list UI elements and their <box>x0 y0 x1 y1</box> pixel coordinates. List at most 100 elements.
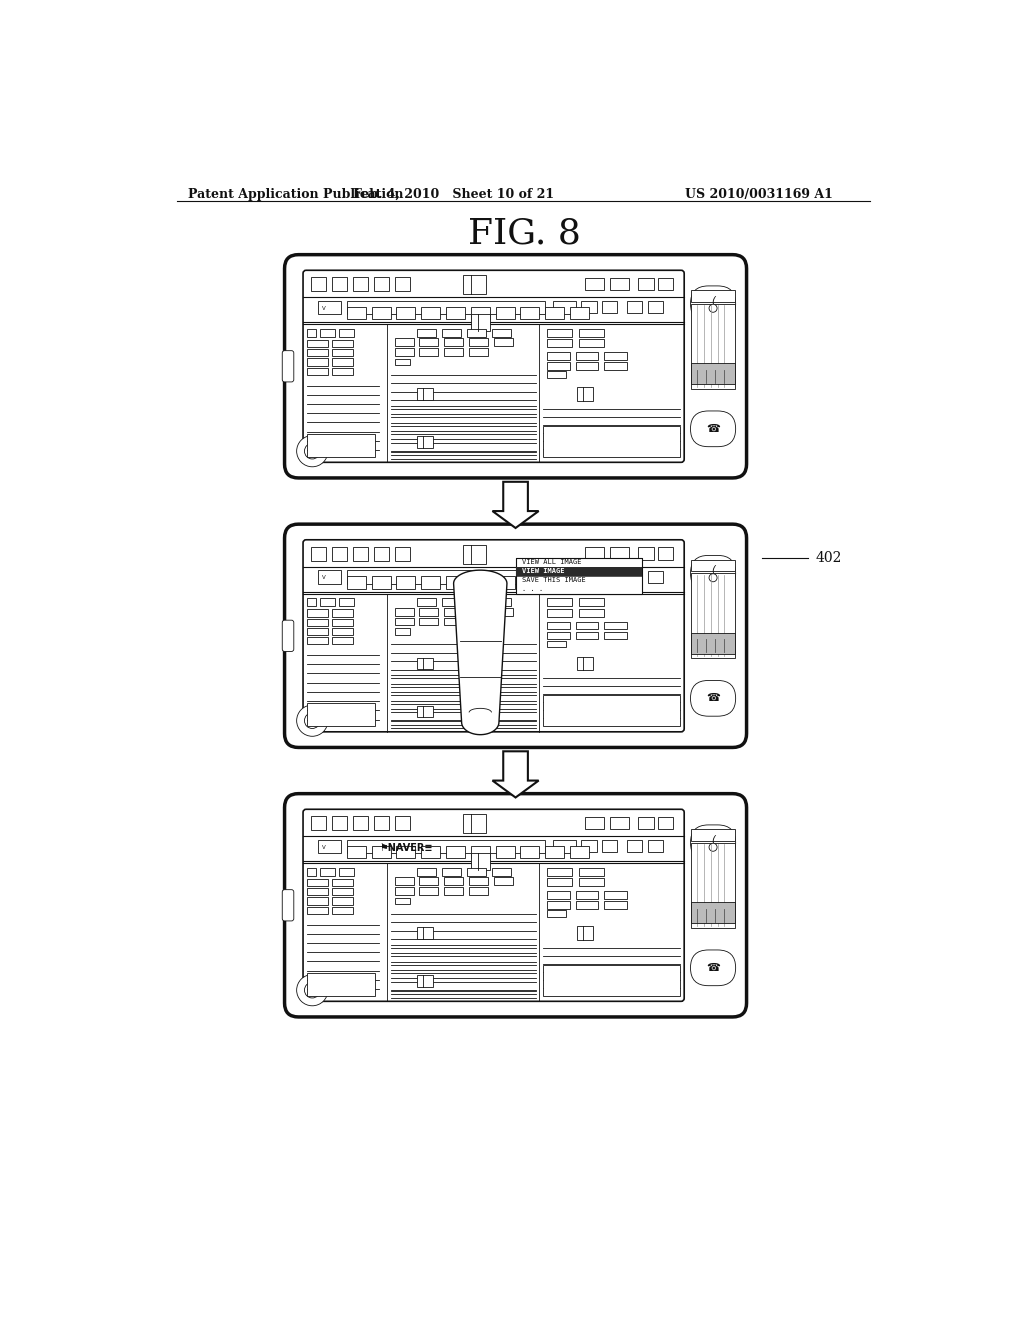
Bar <box>418 437 432 447</box>
Bar <box>496 577 515 589</box>
Bar <box>332 339 352 347</box>
Bar <box>585 279 604 290</box>
Bar <box>419 348 438 355</box>
Bar <box>310 816 326 830</box>
Bar <box>657 817 673 829</box>
Bar <box>307 704 376 726</box>
Bar <box>471 306 489 319</box>
Bar <box>471 314 489 331</box>
Bar <box>307 898 328 904</box>
Text: ☎: ☎ <box>707 424 720 434</box>
Bar <box>578 927 593 940</box>
Bar <box>648 841 664 853</box>
Bar <box>321 867 336 875</box>
Bar <box>657 548 673 560</box>
Bar <box>332 358 352 366</box>
Bar <box>310 277 326 292</box>
Bar <box>339 867 354 875</box>
Bar <box>347 306 366 319</box>
Bar <box>569 577 589 589</box>
Bar <box>374 546 389 561</box>
Bar <box>553 840 575 854</box>
Bar <box>444 887 463 895</box>
Bar <box>307 358 328 366</box>
Bar <box>347 301 545 314</box>
Bar <box>332 546 347 561</box>
Bar <box>421 306 440 319</box>
Bar <box>471 577 489 589</box>
FancyBboxPatch shape <box>285 793 746 1016</box>
Bar <box>352 277 368 292</box>
Text: FIG. 8: FIG. 8 <box>468 216 582 251</box>
Bar <box>547 891 569 899</box>
Bar <box>580 878 604 886</box>
Bar <box>543 696 680 726</box>
Bar <box>444 609 463 615</box>
Bar <box>553 570 575 583</box>
Bar <box>547 609 571 616</box>
Bar <box>580 598 604 606</box>
Text: Feb. 4, 2010   Sheet 10 of 21: Feb. 4, 2010 Sheet 10 of 21 <box>353 187 555 201</box>
Bar <box>648 570 664 583</box>
Bar <box>691 560 735 572</box>
Bar <box>332 348 352 356</box>
Bar <box>553 301 575 314</box>
Bar <box>545 577 564 589</box>
Bar <box>442 598 461 606</box>
Bar <box>547 640 566 647</box>
Bar <box>394 816 410 830</box>
Bar <box>547 878 571 886</box>
Bar <box>575 622 598 630</box>
Text: V: V <box>323 306 326 310</box>
Bar <box>657 279 673 290</box>
Bar <box>547 371 566 378</box>
Bar <box>321 329 336 337</box>
Bar <box>418 706 432 717</box>
Text: (: ( <box>712 834 715 845</box>
Text: ☎: ☎ <box>707 962 720 973</box>
Bar <box>307 329 316 337</box>
Circle shape <box>304 444 321 459</box>
Bar <box>418 388 432 400</box>
Text: V: V <box>323 576 326 581</box>
Bar <box>307 598 316 606</box>
Bar <box>610 279 629 290</box>
Text: SAVE THIS IMAGE: SAVE THIS IMAGE <box>521 577 586 583</box>
Bar <box>307 879 328 886</box>
Bar <box>604 902 627 908</box>
Bar <box>520 846 540 858</box>
Bar <box>469 348 487 355</box>
Bar <box>691 829 735 841</box>
Bar <box>691 632 735 653</box>
Bar <box>307 638 328 644</box>
Bar <box>467 329 486 337</box>
Text: . . .: . . . <box>521 586 543 593</box>
Bar <box>467 867 486 875</box>
Bar <box>604 352 627 359</box>
FancyBboxPatch shape <box>283 620 294 652</box>
Bar <box>418 329 436 337</box>
Bar <box>394 628 410 635</box>
Bar <box>604 622 627 630</box>
Bar <box>469 618 487 626</box>
Bar <box>569 306 589 319</box>
Bar <box>602 301 617 313</box>
Bar <box>419 609 438 615</box>
Bar <box>604 891 627 899</box>
Bar <box>332 619 352 626</box>
Bar <box>332 879 352 886</box>
Bar <box>374 277 389 292</box>
Bar <box>691 363 735 384</box>
Bar <box>394 878 414 886</box>
FancyBboxPatch shape <box>690 556 735 591</box>
Bar <box>547 339 571 347</box>
Circle shape <box>297 705 328 737</box>
Bar <box>547 329 571 337</box>
Bar <box>691 290 735 301</box>
Bar <box>494 878 513 886</box>
Polygon shape <box>454 570 507 735</box>
Bar <box>372 846 391 858</box>
Polygon shape <box>493 482 539 528</box>
Circle shape <box>709 574 717 582</box>
Bar <box>585 817 604 829</box>
